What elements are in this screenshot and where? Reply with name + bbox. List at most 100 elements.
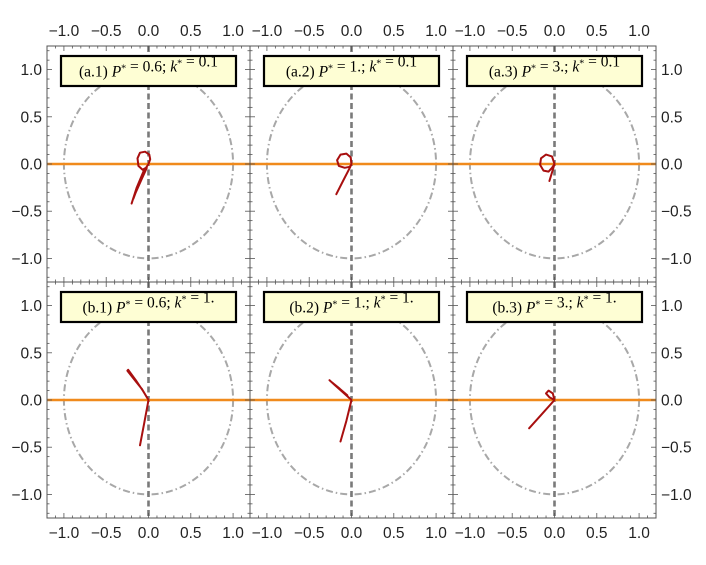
panel-label-box — [59, 290, 238, 324]
x-tick-label-bottom: 1.0 — [425, 525, 447, 542]
panel-label-part: = 0.1 — [182, 54, 218, 71]
x-tick-label-top: 0.0 — [341, 23, 363, 40]
x-tick-label-top: 0.0 — [138, 23, 160, 40]
x-tick-label-bottom: −1.0 — [252, 525, 283, 542]
y-tick-label-left: 0.0 — [20, 393, 42, 410]
x-tick-label-top: 0.5 — [180, 23, 202, 40]
panel-label: (a.3) P* = 3.; k* = 0.1 — [489, 54, 620, 81]
panel-label-part: * — [579, 59, 584, 70]
panel-label-part: k — [374, 295, 382, 312]
x-tick-label-top: −0.5 — [497, 23, 528, 40]
panel-label-part: P — [521, 64, 532, 81]
panel-label-part: P — [322, 300, 333, 317]
trajectory-b3 — [528, 389, 556, 430]
x-tick-label-bottom: 0.5 — [383, 525, 405, 542]
panel-label-part: * — [328, 64, 333, 75]
tick-marks — [452, 282, 657, 518]
panel-b1: (b.1) P* = 0.6; k* = 1. — [46, 281, 251, 519]
x-tick-label-bottom: 1.0 — [222, 525, 244, 542]
panels-layer: (a.1) P* = 0.6; k* = 0.1 (a.2) P* = 1.; k… — [46, 45, 657, 519]
x-tick-label-top: 0.5 — [383, 23, 405, 40]
panel-label-part: * — [376, 59, 381, 70]
panel-label-part: (a.3) — [489, 64, 522, 81]
x-tick-label-top: −0.5 — [294, 23, 325, 40]
x-tick-label-bottom: −1.0 — [455, 525, 486, 542]
y-tick-label-left: 0.0 — [20, 157, 42, 174]
panel-label-part: * — [531, 64, 536, 75]
panel-label-part: = 1. — [386, 290, 414, 307]
trajectory-a3 — [539, 153, 556, 182]
panel-label-part: k — [572, 59, 580, 76]
x-tick-label-top: 1.0 — [628, 23, 650, 40]
x-tick-label-bottom: −0.5 — [497, 525, 528, 542]
y-tick-label-left: −0.5 — [11, 204, 42, 221]
panel-label-box — [262, 290, 441, 324]
panel-label-part: * — [181, 295, 186, 306]
panel-label-part: = 0.6; — [126, 59, 170, 76]
panel-label-part: = 1.; — [333, 59, 369, 76]
panel-a1: (a.1) P* = 0.6; k* = 0.1 — [46, 45, 251, 283]
panel-label-part: k — [170, 59, 178, 76]
y-tick-label-left: −0.5 — [11, 440, 42, 457]
panel-label-part: (b.1) — [82, 300, 116, 317]
x-tick-label-bottom: 0.5 — [586, 525, 608, 542]
y-tick-label-right: 1.0 — [661, 298, 683, 315]
y-tick-label-right: −1.0 — [661, 251, 692, 268]
panel-label-part: = 0.1 — [584, 54, 620, 71]
panel-label: (b.3) P* = 3.; k* = 1. — [492, 290, 616, 317]
panel-label-part: k — [369, 59, 377, 76]
panel-label: (a.1) P* = 0.6; k* = 0.1 — [79, 54, 218, 81]
panel-label-part: k — [175, 295, 183, 312]
x-tick-label-bottom: −0.5 — [294, 525, 325, 542]
y-tick-label-right: 0.5 — [661, 109, 683, 126]
panel-label-box — [465, 290, 644, 324]
panel-label-part: = 1. — [186, 290, 214, 307]
y-tick-label-left: −1.0 — [11, 487, 42, 504]
panel-label-part: k — [577, 295, 585, 312]
y-tick-label-left: 0.5 — [20, 109, 42, 126]
x-tick-label-top: 1.0 — [222, 23, 244, 40]
panel-label-part: (b.3) — [492, 300, 526, 317]
trajectory-b2 — [328, 379, 353, 443]
panel-label-part: P — [318, 64, 329, 81]
x-tick-label-top: 1.0 — [425, 23, 447, 40]
y-tick-label-right: 1.0 — [661, 62, 683, 79]
x-tick-label-bottom: −0.5 — [91, 525, 122, 542]
panel-label-part: * — [177, 59, 182, 70]
panel-a2: (a.2) P* = 1.; k* = 0.1 — [249, 45, 454, 283]
panel-label-part: * — [381, 295, 386, 306]
x-tick-label-bottom: 1.0 — [628, 525, 650, 542]
panel-label-part: * — [125, 300, 130, 311]
x-tick-label-top: −1.0 — [252, 23, 283, 40]
trajectory-b1 — [126, 368, 150, 447]
y-tick-label-left: −1.0 — [11, 251, 42, 268]
panel-label: (a.2) P* = 1.; k* = 0.1 — [286, 54, 417, 81]
x-tick-label-top: −0.5 — [91, 23, 122, 40]
y-tick-label-right: 0.5 — [661, 345, 683, 362]
panel-label-part: = 3.; — [540, 295, 576, 312]
x-tick-label-bottom: 0.0 — [544, 525, 566, 542]
y-tick-label-right: −1.0 — [661, 487, 692, 504]
panel-label-part: = 0.1 — [381, 54, 417, 71]
panel-label-part: * — [584, 295, 589, 306]
panel-label: (b.1) P* = 0.6; k* = 1. — [82, 290, 214, 317]
panel-label-part: (b.2) — [289, 300, 323, 317]
x-tick-label-top: −1.0 — [455, 23, 486, 40]
y-tick-label-right: 0.0 — [661, 157, 683, 174]
panel-label-box — [59, 54, 238, 88]
panel-label-part: = 1.; — [337, 295, 373, 312]
x-tick-label-top: 0.5 — [586, 23, 608, 40]
panel-label-part: = 3.; — [536, 59, 572, 76]
panel-label-part: * — [332, 300, 337, 311]
panel-label-part: * — [121, 64, 126, 75]
panel-label-part: P — [115, 300, 126, 317]
panel-label-box — [262, 54, 441, 88]
x-tick-label-top: −1.0 — [49, 23, 80, 40]
x-tick-label-bottom: 0.0 — [341, 525, 363, 542]
outer-tick-labels: −1.0 −1.0 −0.5 −0.5 0.0 0.0 0.5 0.5 1.0 1.0 −1.0 −1… — [11, 23, 692, 542]
panel-b3: (b.3) P* = 3.; k* = 1. — [452, 281, 657, 519]
y-tick-label-right: −0.5 — [661, 440, 692, 457]
y-tick-label-left: 1.0 — [20, 62, 42, 79]
panel-a3: (a.3) P* = 3.; k* = 0.1 — [452, 45, 657, 283]
